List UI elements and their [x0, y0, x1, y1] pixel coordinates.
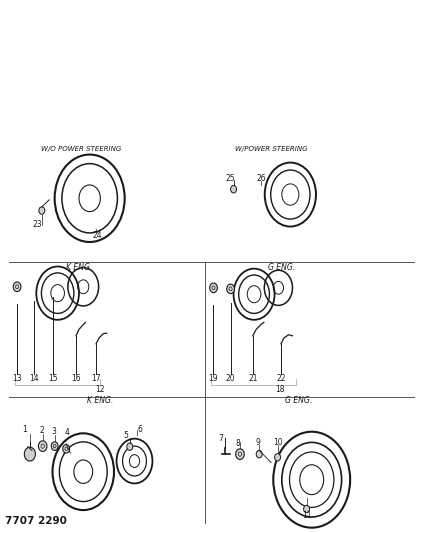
Text: 13: 13	[12, 374, 22, 383]
Circle shape	[13, 282, 21, 292]
Text: G ENG.: G ENG.	[285, 397, 312, 405]
Circle shape	[235, 449, 244, 459]
Text: 8: 8	[235, 439, 240, 448]
Circle shape	[24, 447, 35, 461]
Circle shape	[226, 284, 234, 294]
Text: 10: 10	[272, 438, 282, 447]
Text: 1: 1	[22, 425, 27, 433]
Text: 7: 7	[218, 434, 223, 442]
Text: 4: 4	[65, 429, 70, 437]
Text: 24: 24	[92, 231, 102, 240]
Circle shape	[38, 441, 47, 451]
Text: 16: 16	[71, 374, 81, 383]
Circle shape	[39, 207, 45, 214]
Text: 5: 5	[123, 431, 128, 440]
Circle shape	[63, 445, 69, 453]
Text: 7707 2290: 7707 2290	[6, 516, 67, 526]
Circle shape	[274, 454, 280, 461]
Text: 11: 11	[302, 511, 311, 520]
Circle shape	[230, 185, 236, 193]
Text: K ENG.: K ENG.	[87, 397, 113, 405]
Text: 21: 21	[248, 374, 257, 383]
Text: 19: 19	[208, 374, 218, 383]
Text: G ENG.: G ENG.	[268, 263, 295, 272]
Circle shape	[209, 283, 217, 293]
Text: W/O POWER STEERING: W/O POWER STEERING	[41, 146, 121, 152]
Text: 26: 26	[256, 174, 265, 183]
Text: 12: 12	[95, 385, 105, 393]
Text: 6: 6	[137, 425, 142, 433]
Text: 2: 2	[39, 426, 44, 434]
Text: 25: 25	[225, 174, 235, 183]
Text: K ENG.: K ENG.	[66, 263, 92, 272]
Text: 17: 17	[91, 374, 101, 383]
Text: 15: 15	[49, 374, 58, 383]
Circle shape	[256, 450, 262, 458]
Text: 20: 20	[225, 374, 235, 383]
Circle shape	[51, 442, 58, 450]
Text: 14: 14	[29, 374, 39, 383]
Text: 3: 3	[51, 427, 56, 435]
Circle shape	[127, 443, 132, 450]
Text: W/POWER STEERING: W/POWER STEERING	[234, 146, 307, 152]
Text: 22: 22	[276, 374, 285, 383]
Text: 9: 9	[255, 438, 260, 447]
Text: 18: 18	[274, 385, 284, 393]
Text: 23: 23	[33, 221, 42, 229]
Circle shape	[303, 505, 309, 513]
